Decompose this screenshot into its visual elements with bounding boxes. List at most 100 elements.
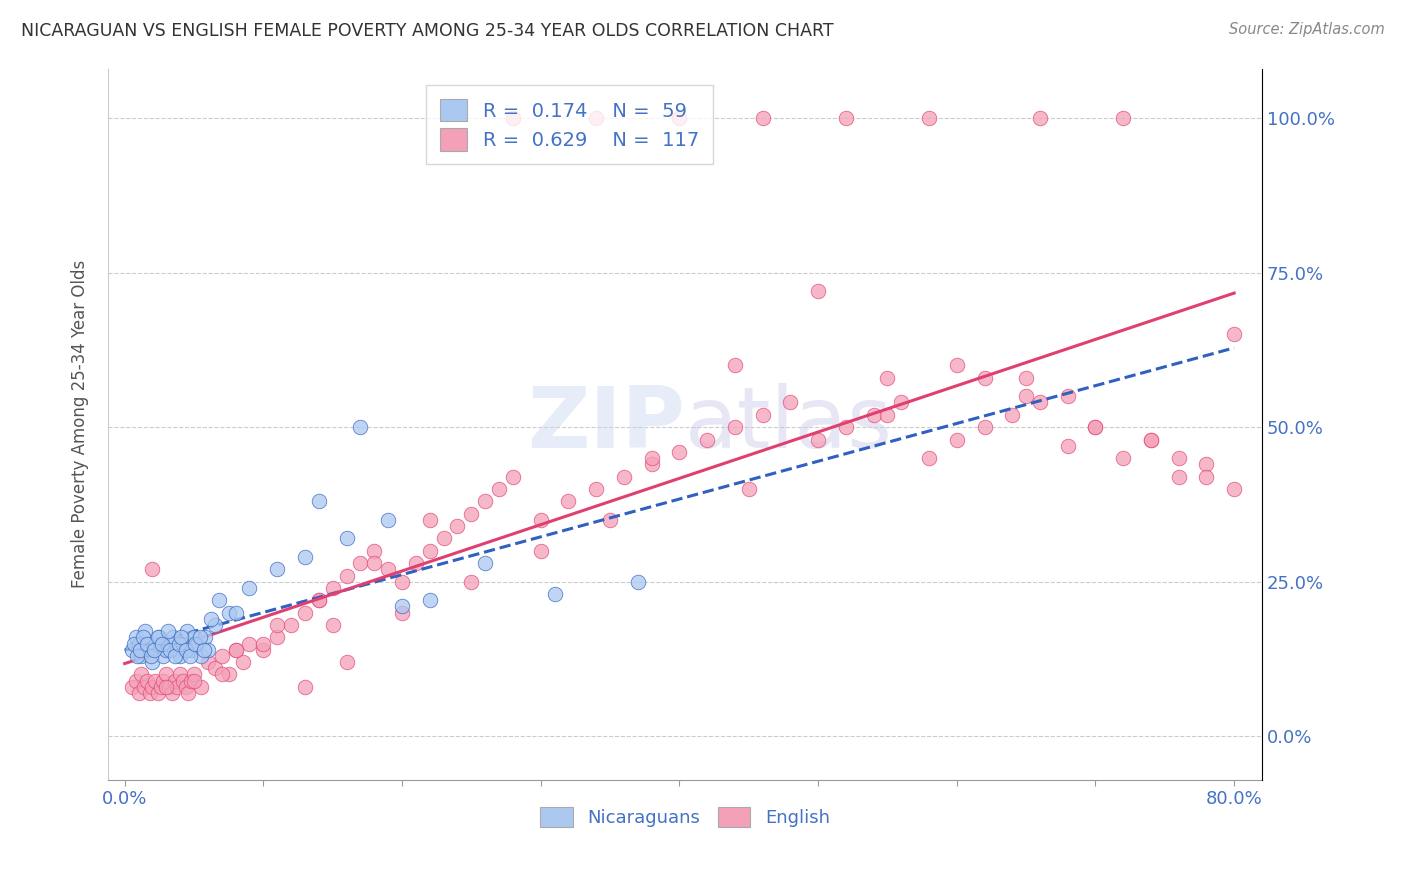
Point (1015, 370, 1038, 384)
Point (807, 433, 830, 447)
Point (335, 532, 357, 546)
Point (1140, 433, 1163, 447)
Legend: Nicaraguans, English: Nicaraguans, English (533, 799, 837, 835)
Point (141, 655, 163, 669)
Point (391, 574, 413, 589)
Point (308, 494, 330, 508)
Point (188, 631, 211, 645)
Point (179, 648, 201, 663)
Point (1056, 439, 1078, 453)
Point (1167, 469, 1189, 483)
Point (807, 284, 830, 298)
Point (124, 636, 146, 650)
Point (557, 494, 579, 508)
Point (143, 636, 166, 650)
Point (238, 581, 260, 595)
Point (135, 673, 157, 688)
Point (155, 680, 177, 694)
Point (183, 631, 205, 645)
Point (159, 642, 181, 657)
Point (1195, 469, 1218, 483)
Point (211, 648, 233, 663)
Point (363, 544, 385, 558)
Point (1223, 482, 1246, 496)
Point (225, 606, 247, 620)
Point (613, 469, 636, 483)
Point (1084, 420, 1107, 434)
Point (724, 359, 747, 373)
Point (876, 370, 898, 384)
Point (128, 642, 150, 657)
Point (183, 667, 205, 681)
Point (128, 636, 150, 650)
Point (668, 111, 690, 125)
Point (174, 642, 197, 657)
Text: atlas: atlas (685, 383, 893, 466)
Point (1084, 420, 1107, 434)
Point (502, 469, 524, 483)
Point (197, 655, 219, 669)
Point (349, 556, 371, 570)
Point (322, 618, 344, 632)
Point (134, 624, 156, 639)
Point (148, 631, 170, 645)
Point (1223, 327, 1246, 342)
Point (128, 686, 150, 700)
Point (335, 568, 357, 582)
Point (190, 648, 212, 663)
Point (172, 673, 194, 688)
Point (135, 636, 157, 650)
Point (446, 519, 468, 533)
Point (129, 667, 152, 681)
Point (180, 673, 202, 688)
Point (599, 513, 621, 527)
Point (180, 642, 202, 657)
Point (157, 680, 180, 694)
Point (377, 513, 399, 527)
Point (186, 636, 208, 650)
Point (1015, 389, 1038, 403)
Point (266, 562, 288, 576)
Point (139, 648, 162, 663)
Point (162, 631, 184, 645)
Point (349, 420, 371, 434)
Point (183, 673, 205, 688)
Point (204, 618, 226, 632)
Point (280, 618, 302, 632)
Point (142, 642, 165, 657)
Point (1056, 389, 1078, 403)
Point (131, 631, 153, 645)
Point (163, 648, 186, 663)
Point (308, 593, 330, 607)
Point (1140, 433, 1163, 447)
Point (211, 667, 233, 681)
Point (143, 673, 166, 688)
Point (238, 636, 260, 650)
Point (166, 680, 188, 694)
Point (155, 642, 177, 657)
Point (751, 408, 773, 422)
Point (474, 494, 496, 508)
Point (1029, 111, 1052, 125)
Point (835, 420, 858, 434)
Point (141, 562, 163, 576)
Point (543, 587, 565, 601)
Point (751, 111, 773, 125)
Point (200, 612, 222, 626)
Point (1112, 111, 1135, 125)
Point (1167, 451, 1189, 466)
Point (125, 673, 148, 688)
Point (160, 686, 183, 700)
Point (1195, 457, 1218, 471)
Point (738, 482, 761, 496)
Point (184, 636, 207, 650)
Point (138, 686, 160, 700)
Point (835, 111, 858, 125)
Point (474, 556, 496, 570)
Point (779, 395, 801, 409)
Point (488, 482, 510, 496)
Point (170, 631, 193, 645)
Point (460, 574, 482, 589)
Point (174, 680, 197, 694)
Point (502, 111, 524, 125)
